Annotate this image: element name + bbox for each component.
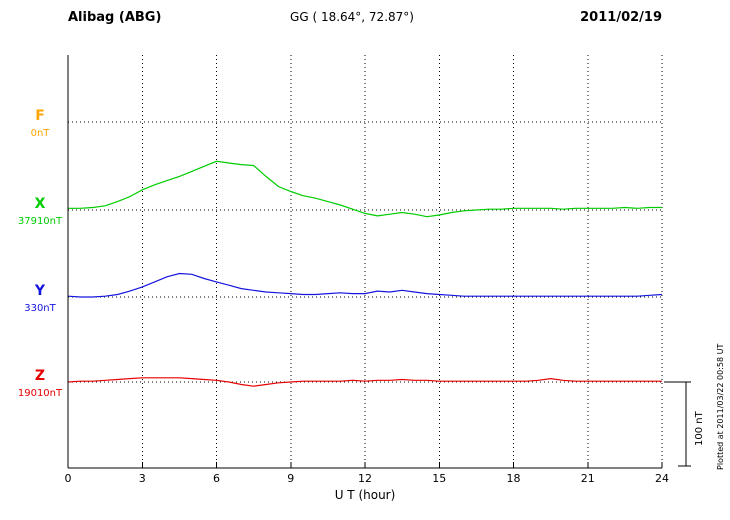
x-tick-label: 18 [506,472,521,485]
series-letter-Z: Z [34,368,46,384]
series-letter-X: X [34,196,46,212]
x-tick-label: 24 [655,472,669,485]
trace-Y [67,272,663,298]
x-tick-label: 21 [580,472,595,485]
x-tick-label: 0 [64,472,72,485]
station-title: Alibag (ABG) [68,10,162,25]
x-tick-label: 6 [213,472,220,485]
series-letter-F: F [35,108,45,124]
series-baseline-X: 37910nT [17,216,63,227]
series-baseline-Y: 330nT [24,303,56,314]
x-axis-label: U T (hour) [334,488,396,502]
x-tick-label: 15 [432,472,447,485]
trace-X [68,160,662,218]
x-tick-label: 12 [358,472,372,485]
trace-Z [67,377,662,387]
series-baseline-Z: 19010nT [17,388,63,399]
x-tick-label: 3 [138,472,146,485]
x-tick-label: 9 [287,472,295,485]
series-letter-Y: Y [34,283,46,299]
geographic-coordinates: GG ( 18.64°, 72.87°) [290,10,414,24]
scale-bar-label: 100 nT [694,411,705,446]
plotted-at-note: Plotted at 2011/03/22 00:58 UT [716,343,725,470]
plot-date: 2011/02/19 [580,10,662,25]
series-baseline-F: 0nT [30,128,50,139]
